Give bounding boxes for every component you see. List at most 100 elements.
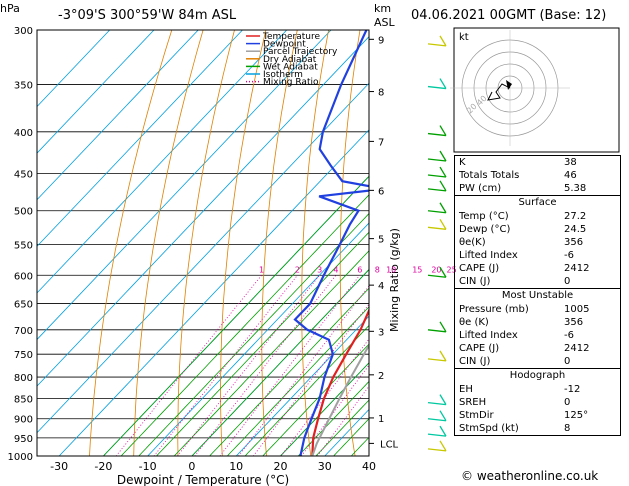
x-axis-label: Dewpoint / Temperature (°C): [117, 473, 289, 486]
dry-adiabat-line: [414, 30, 444, 456]
km-tick-label: 5: [378, 235, 384, 246]
km-tick-label: 6: [378, 186, 384, 197]
isotherm-line: [37, 30, 243, 247]
storm-motion-icon: [506, 80, 512, 90]
km-tick-label: 2: [378, 371, 384, 382]
wind-barb-icon: [427, 202, 447, 214]
wind-barb-icon: [427, 166, 447, 178]
mixing-ratio-line: [252, 303, 369, 456]
km-tick-label: 1: [378, 414, 384, 425]
hodograph-frame: [453, 27, 620, 153]
surface-row: Dewp (°C) 24.5: [459, 224, 587, 235]
wet-adiabat-line: [227, 306, 369, 456]
isotherm-line: [37, 30, 110, 108]
hpa-unit: hPa: [0, 2, 20, 15]
mixing-ratio-line: [219, 275, 361, 456]
wind-barb-icon: [427, 350, 447, 362]
surface-row: CIN (J) 0: [459, 276, 571, 287]
wind-barb-icon: [427, 394, 447, 406]
wet-adiabat-line: [244, 324, 369, 456]
wet-adiabat-line: [297, 380, 369, 456]
wind-barb-icon: [427, 78, 447, 90]
pressure-tick-label: 550: [14, 240, 33, 251]
hodograph-trace: [487, 83, 511, 101]
copyright: © weatheronline.co.uk: [461, 469, 599, 483]
wind-barb-icon: [427, 410, 447, 422]
isotherm-line: [37, 30, 332, 341]
wind-barb-icon: [427, 218, 447, 230]
wind-barb-icon: [427, 35, 447, 47]
hodograph-unit-label: kt: [459, 32, 469, 43]
lcl-label: LCL: [380, 439, 399, 450]
dewpoint-line: [293, 30, 369, 456]
km-tick-label: 4: [378, 281, 384, 292]
legend-label: Mixing Ratio: [263, 78, 319, 88]
dry-adiabat-line: [261, 30, 298, 456]
wet-adiabat-line: [280, 362, 369, 456]
pressure-tick-label: 750: [14, 350, 33, 361]
dry-adiabat-line: [133, 30, 204, 456]
wet-adiabat-line: [156, 231, 369, 456]
mixing-ratio-line: [177, 275, 320, 456]
mixing-ratio-tick-label: 25: [447, 265, 457, 274]
temperature-tick-label: 40: [362, 460, 376, 473]
mu-row: CIN (J) 0: [459, 356, 571, 367]
mixing-ratio-tick-label: 4: [333, 265, 338, 274]
pressure-tick-label: 850: [14, 394, 33, 405]
surface-row: Lifted Index -6: [459, 250, 574, 261]
wind-barb-icon: [427, 125, 447, 137]
legend-label: Temperature: [262, 32, 320, 42]
surface-row: CAPE (J) 2412: [459, 263, 590, 274]
isotherm-line: [235, 315, 369, 456]
wind-barb-icon: [427, 440, 447, 452]
temperature-line: [311, 307, 369, 456]
mixing-ratio-tick-label: 6: [357, 265, 362, 274]
wet-adiabat-line: [209, 287, 369, 456]
mixing-ratio-tick-label: 1: [259, 265, 264, 274]
pressure-tick-label: 450: [14, 169, 33, 180]
plot-frame: [36, 29, 370, 457]
mixing-ratio-line: [153, 275, 298, 456]
hodo-row: StmSpd (kt) 8: [459, 423, 571, 434]
isotherm-line: [58, 129, 369, 456]
surface-row: θe(K) 356: [459, 237, 584, 248]
legend-label: Isotherm: [263, 70, 303, 80]
temperature-tick-label: 10: [229, 460, 243, 473]
dry-adiabat-line: [177, 30, 235, 456]
pressure-tick-label: 400: [14, 128, 33, 139]
legend-label: Parcel Trajectory: [263, 47, 338, 57]
location-title: -3°09'S 300°59'W 84m ASL: [58, 8, 237, 23]
parcel-trajectory-line: [311, 343, 369, 456]
wind-barb-icon: [427, 321, 447, 333]
isotherm-line: [147, 222, 369, 456]
pressure-tick-label: 650: [14, 300, 33, 311]
dry-adiabat-line: [89, 30, 173, 456]
temperature-tick-label: 30: [318, 460, 332, 473]
mixing-ratio-tick-label: 15: [412, 265, 422, 274]
pressure-tick-label: 700: [14, 326, 33, 337]
mixing-ratio-line: [238, 285, 369, 456]
pressure-tick-label: 800: [14, 373, 33, 384]
indices-table: K 38 Totals Totals 46 PW (cm) 5.38 Surface …: [454, 155, 621, 436]
surface-row: Temp (°C) 27.2: [459, 211, 587, 222]
isotherm-line: [37, 30, 199, 201]
wet-adiabat-line: [262, 343, 369, 456]
wet-adiabat-line: [138, 212, 369, 456]
hodo-row: SREH 0: [459, 397, 571, 408]
hodograph-title: Hodograph: [455, 368, 620, 383]
km-tick-label: 7: [378, 137, 384, 148]
wet-adiabat-line: [173, 250, 369, 456]
datetime-title: 04.06.2021 00GMT (Base: 12): [411, 8, 607, 23]
isotherm-line: [37, 30, 155, 154]
mixing-ratio-line: [317, 385, 369, 456]
y-axis-label: Mixing Ratio (g/kg): [388, 228, 401, 332]
temperature-tick-label: 20: [273, 460, 287, 473]
mu-row: θe (K) 356: [459, 317, 584, 328]
hodo-row: StmDir 125°: [459, 410, 589, 421]
mu-row: Lifted Index -6: [459, 330, 574, 341]
mixing-ratio-tick-label: 3: [317, 265, 322, 274]
mixing-ratio-line: [280, 338, 369, 456]
pressure-tick-label: 950: [14, 434, 33, 445]
pressure-tick-label: 300: [14, 26, 33, 37]
asl-unit: ASL: [374, 16, 395, 29]
